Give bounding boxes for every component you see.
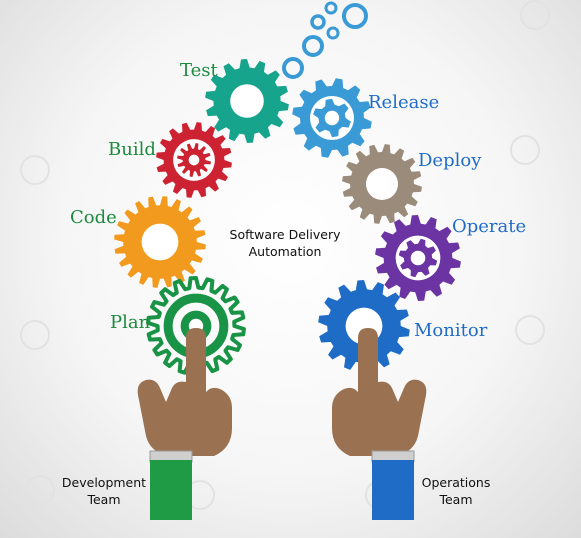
- development-hand: [137, 328, 232, 520]
- label-code: Code: [70, 207, 117, 228]
- development-team-label: Development Team: [44, 474, 164, 508]
- bubble: [342, 3, 368, 29]
- development-sleeve: [150, 460, 192, 520]
- gear-build: [156, 122, 232, 198]
- center-caption-line1: Software Delivery: [229, 227, 341, 242]
- bubble: [302, 35, 324, 57]
- gear-operate: [375, 215, 461, 301]
- label-test: Test: [180, 60, 218, 81]
- operations-team-line2: Team: [439, 492, 473, 507]
- label-build: Build: [108, 139, 156, 160]
- bubble: [310, 14, 326, 30]
- bubble: [324, 1, 338, 15]
- gear-deploy: [342, 144, 422, 224]
- label-release: Release: [368, 92, 440, 113]
- gear-release: [292, 78, 372, 158]
- bubble: [282, 57, 304, 79]
- operations-hand: [332, 328, 427, 520]
- operations-sleeve: [372, 460, 414, 520]
- development-team-line2: Team: [87, 492, 121, 507]
- development-team-line1: Development: [61, 475, 147, 490]
- gear-monitor: [318, 280, 410, 372]
- label-monitor: Monitor: [414, 320, 488, 341]
- bubble-trail: [282, 1, 368, 79]
- gear-test: [205, 59, 289, 143]
- center-caption: Software Delivery Automation: [215, 226, 355, 260]
- gear-code: [114, 196, 206, 288]
- operations-team-label: Operations Team: [396, 474, 516, 508]
- label-deploy: Deploy: [418, 150, 482, 171]
- label-plan: Plan: [110, 312, 151, 333]
- label-operate: Operate: [452, 216, 527, 237]
- center-caption-line2: Automation: [248, 244, 322, 259]
- operations-team-line1: Operations: [421, 475, 491, 490]
- bubble: [326, 26, 340, 40]
